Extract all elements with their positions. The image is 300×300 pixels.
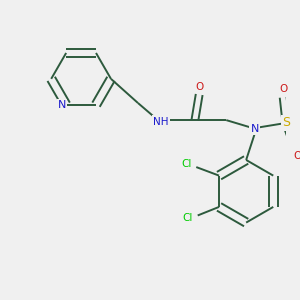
- Text: N: N: [58, 100, 66, 110]
- Text: O: O: [195, 82, 203, 92]
- Text: O: O: [293, 151, 300, 161]
- Text: N: N: [250, 124, 259, 134]
- Text: NH: NH: [153, 116, 169, 127]
- Text: Cl: Cl: [181, 159, 191, 169]
- Text: S: S: [282, 116, 290, 130]
- Text: Cl: Cl: [182, 213, 193, 223]
- Text: O: O: [279, 84, 287, 94]
